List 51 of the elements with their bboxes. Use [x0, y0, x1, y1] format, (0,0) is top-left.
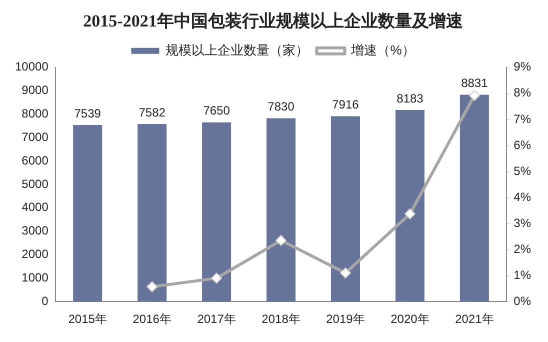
bar: [202, 122, 232, 302]
y2-tick-label: 0%: [514, 294, 532, 308]
point: [340, 267, 351, 278]
y-tick-label: 5000: [22, 176, 49, 191]
point: [468, 90, 480, 102]
y2-tick-label: 1%: [514, 268, 532, 282]
data-label: 7830: [268, 100, 295, 114]
y2-tick-label: 6%: [514, 138, 532, 152]
x-tick-label: 2016年: [132, 312, 172, 326]
data-label: 7650: [203, 104, 230, 118]
y-tick-label: 6000: [22, 153, 49, 168]
bar: [73, 125, 102, 302]
data-label: 7582: [138, 105, 166, 120]
y2-tick-label: 5%: [514, 164, 532, 178]
bar: [395, 110, 424, 302]
x-tick-label: 2015年: [68, 312, 107, 326]
legend-label: 增速（%）: [350, 42, 415, 58]
legend-label: 规模以上企业数量（家）: [166, 42, 309, 58]
x-tick-label: 2017年: [197, 312, 236, 326]
y-tick-label: 3000: [22, 224, 49, 238]
x-tick-label: 2020年: [390, 312, 430, 326]
y-tick-label: 7000: [22, 130, 49, 144]
y2-tick-label: 9%: [514, 60, 532, 74]
point: [211, 272, 222, 284]
chart-title: 2015-2021年中国包装行业规模以上企业数量及增速: [83, 12, 463, 31]
x-tick-label: 2021年: [455, 312, 494, 326]
x-tick-label: 2018年: [262, 312, 300, 326]
y-tick-label: 0: [42, 294, 49, 308]
bar: [330, 116, 360, 302]
y-tick-label: 1000: [22, 270, 49, 284]
y-tick-label: 8000: [22, 106, 49, 121]
data-label: 8183: [396, 91, 424, 106]
y-tick-label: 4000: [22, 200, 49, 214]
bar: [138, 124, 167, 302]
bar: [460, 94, 489, 302]
data-label: 8831: [461, 76, 488, 90]
point: [146, 281, 158, 292]
y2-tick-label: 2%: [514, 242, 532, 256]
y2-tick-label: 4%: [514, 190, 532, 204]
y2-tick-label: 7%: [514, 112, 532, 126]
x-tick-label: 2019年: [326, 312, 365, 326]
point: [276, 234, 287, 246]
data-label: 7539: [74, 106, 102, 120]
y-tick-label: 9000: [22, 83, 49, 98]
y-tick-label: 10000: [14, 60, 49, 74]
point: [404, 208, 416, 220]
y2-tick-label: 3%: [514, 216, 532, 230]
bar: [266, 118, 296, 302]
y-tick-label: 2000: [22, 247, 49, 262]
y2-tick-label: 8%: [514, 86, 532, 100]
data-label: 7916: [332, 98, 360, 112]
